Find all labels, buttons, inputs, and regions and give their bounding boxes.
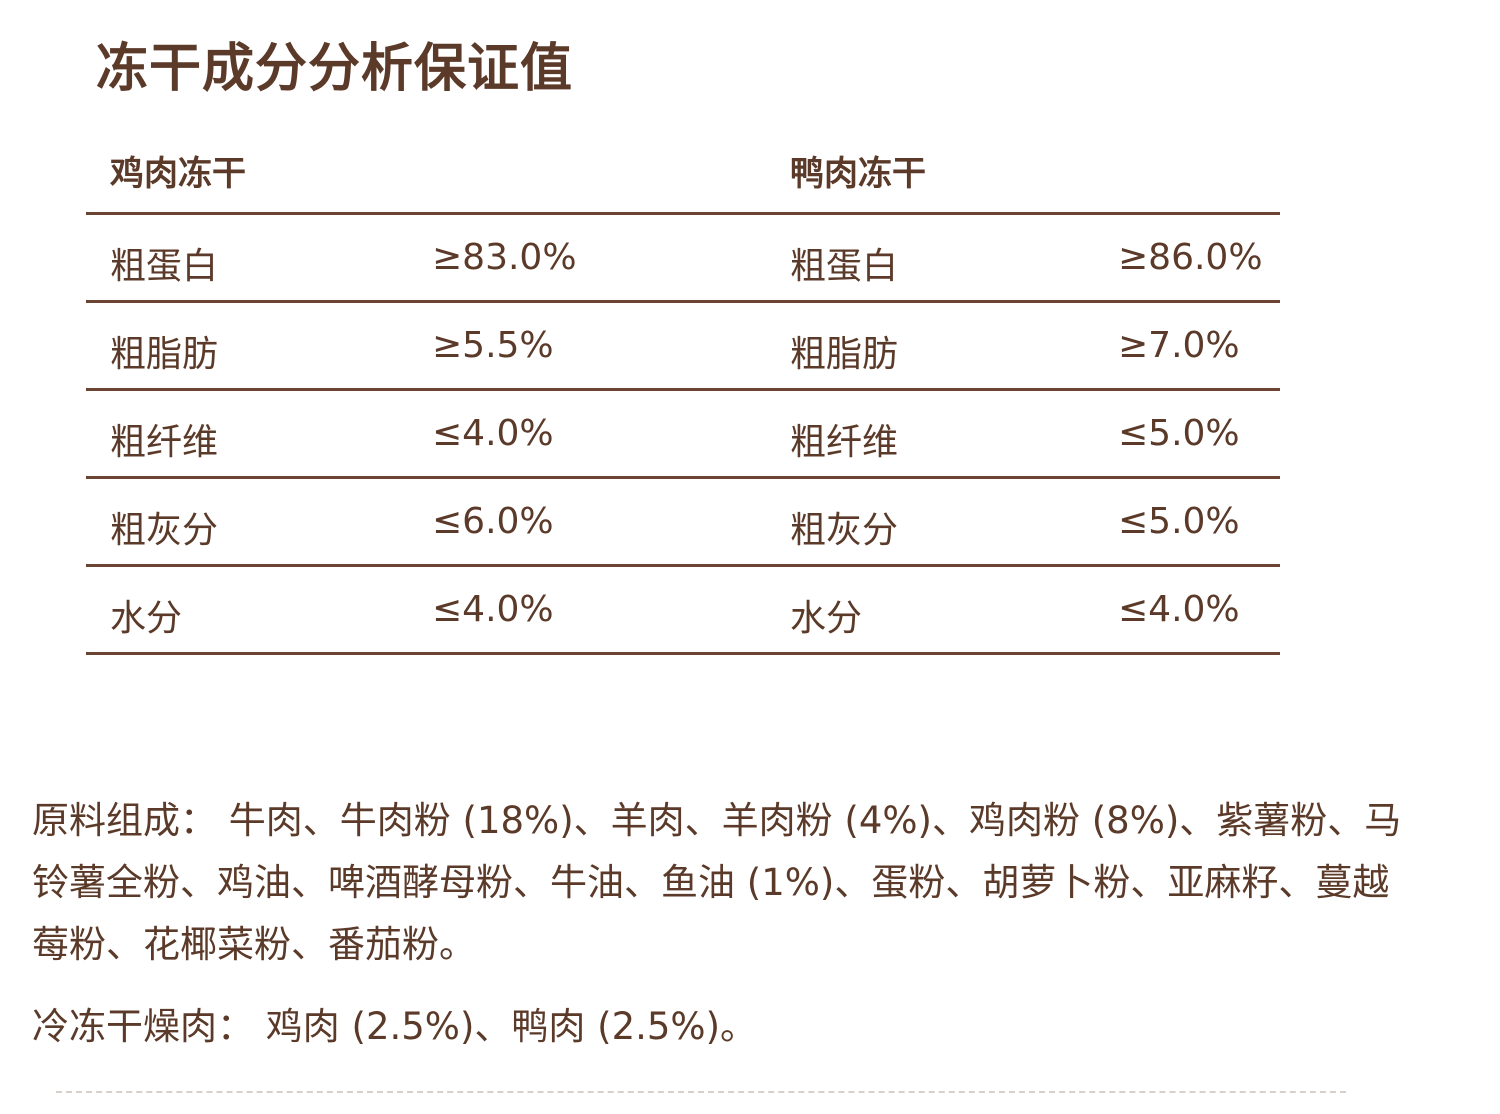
ingredients-section: 原料组成： 牛肉、牛肉粉 (18%)、羊肉、羊肉粉 (4%)、鸡肉粉 (8%)、… [32, 790, 1412, 976]
chicken-nutrient-label: 粗灰分 [110, 510, 219, 551]
table-row: 粗蛋白 ≥83.0% 粗蛋白 ≥86.0% [86, 215, 1280, 303]
duck-nutrient-label: 水分 [790, 598, 863, 639]
analysis-table: 鸡肉冻干 鸭肉冻干 粗蛋白 ≥83.0% 粗蛋白 ≥86.0% 粗脂肪 ≥5.5… [86, 140, 1280, 655]
duck-column-title: 鸭肉冻干 [790, 154, 926, 194]
duck-nutrient-value: ≥86.0% [1118, 237, 1263, 278]
duck-nutrient-value: ≤5.0% [1118, 501, 1240, 542]
ingredients-text: 牛肉、牛肉粉 (18%)、羊肉、羊肉粉 (4%)、鸡肉粉 (8%)、紫薯粉、马铃… [32, 799, 1402, 966]
duck-nutrient-value: ≤4.0% [1118, 589, 1240, 630]
page-title: 冻干成分分析保证值 [96, 39, 574, 99]
table-row: 水分 ≤4.0% 水分 ≤4.0% [86, 567, 1280, 655]
duck-nutrient-label: 粗灰分 [790, 510, 899, 551]
freeze-dried-meat-label: 冷冻干燥肉： [32, 1005, 254, 1048]
chicken-nutrient-value: ≥83.0% [432, 237, 577, 278]
table-row: 粗脂肪 ≥5.5% 粗脂肪 ≥7.0% [86, 303, 1280, 391]
chicken-nutrient-label: 粗蛋白 [110, 246, 219, 287]
chicken-nutrient-value: ≤4.0% [432, 589, 554, 630]
duck-nutrient-value: ≥7.0% [1118, 325, 1240, 366]
chicken-nutrient-value: ≤6.0% [432, 501, 554, 542]
chicken-nutrient-label: 粗纤维 [110, 422, 219, 463]
freeze-dried-meat-section: 冷冻干燥肉： 鸡肉 (2.5%)、鸭肉 (2.5%)。 [32, 996, 757, 1058]
duck-nutrient-label: 粗蛋白 [790, 246, 899, 287]
duck-nutrient-label: 粗纤维 [790, 422, 899, 463]
duck-nutrient-value: ≤5.0% [1118, 413, 1240, 454]
chicken-nutrient-value: ≥5.5% [432, 325, 554, 366]
chicken-column-title: 鸡肉冻干 [110, 154, 246, 194]
table-row: 粗灰分 ≤6.0% 粗灰分 ≤5.0% [86, 479, 1280, 567]
chicken-nutrient-label: 粗脂肪 [110, 334, 219, 375]
table-row: 粗纤维 ≤4.0% 粗纤维 ≤5.0% [86, 391, 1280, 479]
table-header: 鸡肉冻干 鸭肉冻干 [86, 140, 1280, 215]
duck-nutrient-label: 粗脂肪 [790, 334, 899, 375]
freeze-dried-meat-text: 鸡肉 (2.5%)、鸭肉 (2.5%)。 [254, 1005, 758, 1048]
dashed-divider [56, 1091, 1346, 1093]
ingredients-label: 原料组成： [32, 799, 217, 842]
chicken-nutrient-value: ≤4.0% [432, 413, 554, 454]
chicken-nutrient-label: 水分 [110, 598, 183, 639]
ingredients-paragraph: 原料组成： 牛肉、牛肉粉 (18%)、羊肉、羊肉粉 (4%)、鸡肉粉 (8%)、… [32, 790, 1412, 976]
